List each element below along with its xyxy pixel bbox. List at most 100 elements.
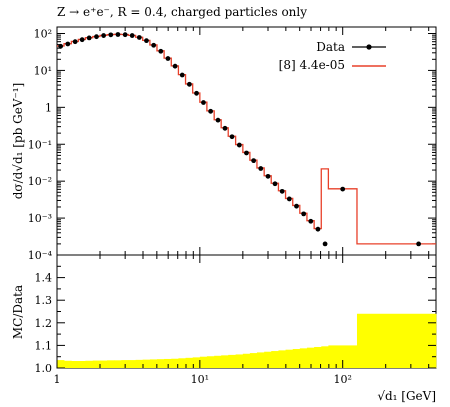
main-axis-ticks <box>56 27 436 256</box>
ratio-band-bin <box>171 358 179 368</box>
data-point <box>194 90 199 96</box>
ratio-band-bin <box>71 360 79 368</box>
data-point <box>416 241 422 247</box>
ratio-band-bin <box>271 351 279 368</box>
data-point <box>258 166 264 171</box>
ratio-band-bin <box>107 360 115 368</box>
data-point <box>244 150 249 156</box>
main-plot-frame <box>56 26 437 256</box>
ratio-band-bin <box>114 360 122 368</box>
data-point <box>108 32 114 38</box>
data-point <box>294 203 299 209</box>
data-point <box>129 33 135 38</box>
data-point <box>222 125 228 131</box>
main-y-tick-label: 10⁻² <box>28 175 52 188</box>
ratio-band-bin <box>356 313 437 368</box>
ratio-band-bin <box>128 360 136 368</box>
data-point <box>272 181 278 187</box>
data-point <box>286 196 292 202</box>
ratio-band-bin <box>78 360 86 368</box>
data-point <box>94 34 99 40</box>
x-tick-label: 10² <box>333 373 351 386</box>
ratio-axis-ticks <box>56 254 436 369</box>
ratio-band-bin <box>299 348 308 368</box>
x-tick-label: 10¹ <box>191 373 209 386</box>
ratio-band-bin <box>156 359 165 368</box>
ratio-y-tick-labels: 1.0 1.1 1.2 1.3 1.4 <box>35 272 53 375</box>
mc-step-line <box>57 33 436 245</box>
ratio-band-bin <box>256 352 265 368</box>
ratio-band-bin <box>235 354 244 368</box>
data-point <box>265 173 271 179</box>
ratio-band-bin <box>321 346 329 368</box>
data-point <box>279 188 285 194</box>
data-point <box>72 39 78 45</box>
legend-label-data: Data <box>316 40 345 54</box>
ratio-band-bin <box>249 353 258 368</box>
legend-marker-data <box>366 44 372 50</box>
data-point <box>340 186 346 192</box>
data-point <box>308 218 314 224</box>
data-point <box>165 56 171 61</box>
data-point <box>236 142 242 148</box>
data-point <box>101 33 107 38</box>
legend: Data [8] 4.4e-05 <box>279 40 386 72</box>
data-point <box>315 226 321 232</box>
ratio-band-bin <box>185 357 194 368</box>
ratio-band-bin <box>264 351 272 368</box>
ratio-band-bin <box>242 353 251 368</box>
data-point <box>322 241 328 247</box>
data-point <box>86 35 92 41</box>
ratio-band-bin <box>314 346 322 368</box>
ratio-band-bin <box>178 358 186 368</box>
x-axis-label: √d₁ [GeV] <box>377 389 436 403</box>
ratio-band-bin <box>164 358 172 368</box>
data-point <box>65 41 71 47</box>
data-point <box>201 100 206 105</box>
ratio-band-bin <box>206 356 215 368</box>
data-point <box>186 81 192 87</box>
ratio-y-tick-label: 1.0 <box>35 362 53 375</box>
main-y-tick-label: 10⁻¹ <box>28 138 52 151</box>
data-point <box>144 38 149 44</box>
main-y-tick-labels: 10⁻⁴ 10⁻³ 10⁻² 10⁻¹ 1 10¹ 10² <box>28 28 53 262</box>
main-y-tick-label: 1 <box>45 101 52 114</box>
main-series-layer <box>57 32 436 247</box>
ratio-band-bin <box>64 360 72 368</box>
ratio-band-bin <box>228 354 237 368</box>
data-point <box>251 158 257 164</box>
ratio-band-bin <box>85 360 94 368</box>
ratio-band-bin <box>57 360 65 368</box>
ratio-band-bin <box>306 347 315 368</box>
ratio-band-bin <box>135 359 144 368</box>
ratio-band-bin <box>199 356 208 368</box>
data-point <box>301 211 307 217</box>
ratio-band-bin <box>278 350 286 368</box>
data-point <box>172 63 178 69</box>
ratio-band-bin <box>328 345 358 368</box>
data-point <box>179 72 185 78</box>
ratio-band-bin <box>221 355 229 368</box>
data-point <box>122 32 128 38</box>
ratio-band-bin <box>292 349 301 368</box>
ratio-band-bin <box>142 359 151 368</box>
data-point <box>151 42 157 48</box>
legend-label-mc: [8] 4.4e-05 <box>279 58 345 72</box>
ratio-y-axis-label: MC/Data <box>11 285 25 339</box>
data-point <box>136 35 142 40</box>
chart-title: Z → e⁺e⁻, R = 0.4, charged particles onl… <box>57 5 307 19</box>
ratio-band-bin <box>285 349 294 368</box>
ratio-y-tick-label: 1.4 <box>35 272 53 285</box>
data-point <box>79 37 85 43</box>
ratio-y-tick-label: 1.1 <box>35 339 53 352</box>
main-y-tick-label: 10¹ <box>34 64 52 77</box>
data-point <box>229 134 235 140</box>
x-tick-label: 1 <box>54 373 61 386</box>
data-point <box>208 108 214 114</box>
main-y-tick-label: 10⁻³ <box>28 212 52 225</box>
main-y-tick-label: 10² <box>34 28 52 41</box>
ratio-band-bin <box>100 360 108 368</box>
x-tick-labels: 1 10¹ 10² <box>54 373 352 386</box>
data-point <box>58 43 64 49</box>
